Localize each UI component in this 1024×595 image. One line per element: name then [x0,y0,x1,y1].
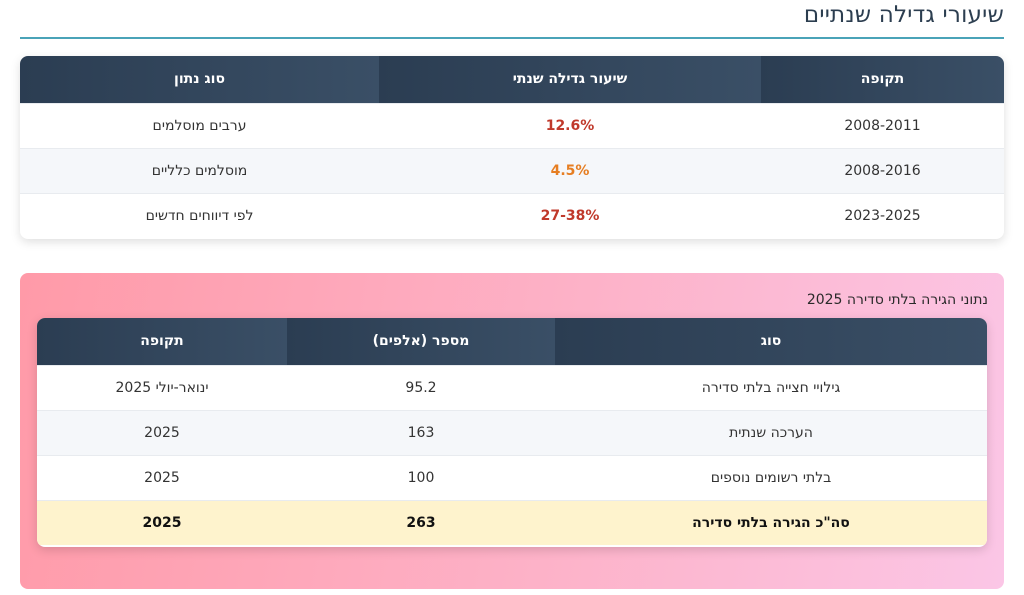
total-number-cell: 263 [287,499,555,545]
total-period-cell: 2025 [37,499,287,545]
rate-cell: 27-38% [379,192,761,238]
growth-rates-table: תקופה שיעור גדילה שנתי סוג נתון 2008-201… [20,56,1004,238]
section-caption: נתוני הגירה בלתי סדירה 2025 [806,292,988,308]
table-row: הערכה שנתית 163 2025 [37,409,987,455]
period-cell: ינואר-יולי 2025 [37,364,287,410]
number-cell: 163 [287,409,555,455]
table-header-row: תקופה שיעור גדילה שנתי סוג נתון [20,56,1004,103]
table-row: 2023-2025 27-38% לפי דיווחים חדשים [20,192,1004,238]
table-row: גילויי חצייה בלתי סדירה 95.2 ינואר-יולי … [37,364,987,410]
title-divider [20,37,1004,39]
rate-cell: 12.6% [379,102,761,148]
column-header-number: מספר (אלפים) [287,318,555,365]
type-cell: מוסלמים כלליים [20,147,379,193]
migration-card: סוג מספר (אלפים) תקופה גילויי חצייה בלתי… [37,318,987,547]
column-header-period: תקופה [761,56,1004,103]
period-cell: 2025 [37,409,287,455]
type-cell: לפי דיווחים חדשים [20,192,379,238]
rate-cell: 4.5% [379,147,761,193]
total-type-cell: סה"כ הגירה בלתי סדירה [555,499,987,545]
table-row: 2008-2011 12.6% ערבים מוסלמים [20,102,1004,148]
type-cell: גילויי חצייה בלתי סדירה [555,364,987,410]
type-cell: הערכה שנתית [555,409,987,455]
column-header-type: סוג [555,318,987,365]
table-row: בלתי רשומים נוספים 100 2025 [37,454,987,500]
column-header-type: סוג נתון [20,56,379,103]
period-cell: 2025 [37,454,287,500]
type-cell: בלתי רשומים נוספים [555,454,987,500]
period-cell: 2008-2016 [761,147,1004,193]
number-cell: 100 [287,454,555,500]
total-row: סה"כ הגירה בלתי סדירה 263 2025 [37,499,987,545]
page-title: שיעורי גדילה שנתיים [803,2,1004,28]
table-row: 2008-2016 4.5% מוסלמים כלליים [20,147,1004,193]
period-cell: 2008-2011 [761,102,1004,148]
column-header-period: תקופה [37,318,287,365]
growth-rates-card: תקופה שיעור גדילה שנתי סוג נתון 2008-201… [20,56,1004,239]
migration-table: סוג מספר (אלפים) תקופה גילויי חצייה בלתי… [37,318,987,545]
period-cell: 2023-2025 [761,192,1004,238]
number-cell: 95.2 [287,364,555,410]
type-cell: ערבים מוסלמים [20,102,379,148]
table-header-row: סוג מספר (אלפים) תקופה [37,318,987,365]
migration-section: נתוני הגירה בלתי סדירה 2025 סוג מספר (אל… [20,273,1004,589]
column-header-rate: שיעור גדילה שנתי [379,56,761,103]
